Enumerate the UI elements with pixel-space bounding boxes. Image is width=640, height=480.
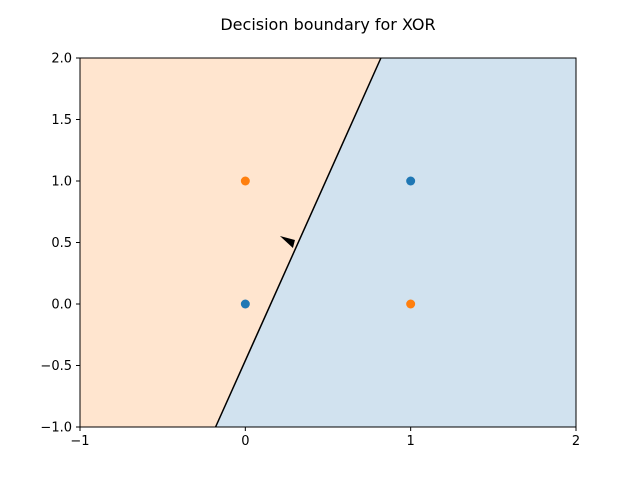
x-tick-label-4: 2	[572, 434, 580, 449]
region-right	[215, 58, 576, 427]
plot-area	[80, 57, 576, 428]
x-tick-label-3: 1	[407, 434, 415, 449]
region-left	[80, 58, 381, 427]
y-tick-label-5: 1.0	[51, 175, 72, 190]
data-point-series2-2	[406, 299, 416, 309]
chart-title: Decision boundary for XOR	[220, 15, 435, 34]
data-point-series1-2	[406, 176, 416, 186]
y-tick-label-6: 1.5	[51, 113, 72, 128]
data-point-series1-1	[240, 299, 250, 309]
y-tick-label-4: 0.5	[51, 236, 72, 251]
y-tick-label-3: 0.0	[51, 298, 72, 313]
y-tick-label-2: −0.5	[40, 359, 72, 374]
x-tick-label-2: 0	[241, 434, 249, 449]
x-tick-label-1: −1	[70, 434, 89, 449]
axes: −1 0 1 2 −1.0 −0.5 0.0 0.5 1.0 1.5 2.0	[40, 52, 580, 450]
normal-arrow-marker	[279, 236, 295, 249]
y-tick-label-1: −1.0	[40, 421, 72, 436]
data-point-series2-1	[240, 176, 250, 186]
y-tick-label-7: 2.0	[51, 52, 72, 67]
decision-boundary-line	[214, 57, 382, 428]
